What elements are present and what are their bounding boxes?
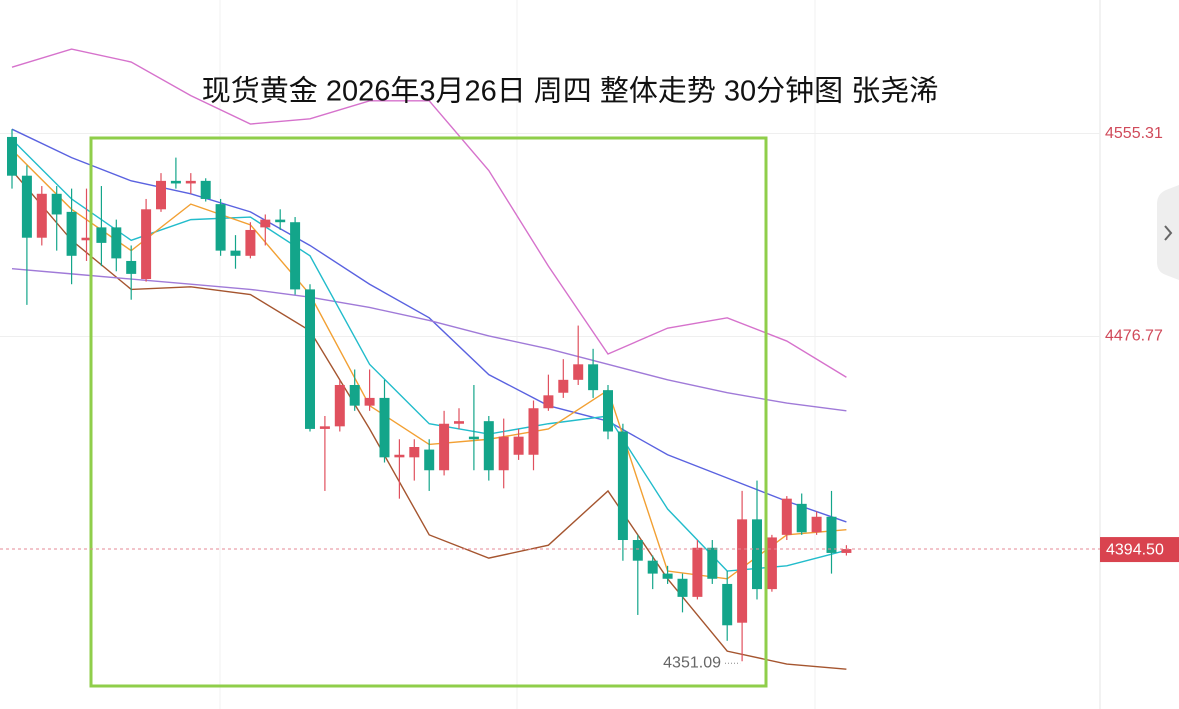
candle-body [409,447,420,458]
candle-body [558,379,569,393]
candle-body [468,436,479,440]
candle-body [290,222,301,290]
candle-body [379,397,390,458]
grid [0,133,1100,337]
y-tick-label: 4476.77 [1105,328,1163,345]
low-annotation: 4351.09 [663,654,721,671]
side-panel-toggle[interactable] [1157,185,1179,280]
candle-body [528,408,539,455]
candles [7,129,852,662]
candle-body [647,560,658,574]
candle-body [617,431,628,541]
toggle-tab[interactable] [1157,185,1179,280]
candle-body [543,395,554,409]
candle-body [513,436,524,455]
candle-body [722,583,733,626]
candle-body [260,219,271,228]
candle-body [707,547,718,579]
candle-body [841,549,852,553]
candle-body [156,180,166,210]
chart-title: 现货黄金 2026年3月26日 周四 整体走势 30分钟图 张尧浠 [202,75,938,108]
candle-body [781,498,792,535]
candle-body [424,449,435,471]
candle-body [215,204,226,251]
candle-body [737,519,748,623]
candle-body [21,175,32,238]
candle-body [275,219,286,223]
candle-body [7,136,17,176]
candle-body [826,516,837,553]
highlight-box [89,136,768,688]
candle-body [126,260,137,274]
candle-body [364,397,375,406]
indicator-line [11,128,847,523]
y-tick-label: 4555.31 [1105,125,1163,142]
last-price-tag [1100,537,1179,563]
candle-body [349,384,360,406]
candle-body [811,516,822,533]
candle-body [483,421,494,471]
candle-body [573,364,584,380]
candle-body [439,423,450,471]
last-price-label: 4394.50 [1106,541,1164,558]
candle-body [200,180,211,199]
candle-body [588,364,599,391]
candle-body [632,540,643,561]
candle-body [454,421,464,424]
indicator-line [11,149,847,580]
candle-body [245,229,256,256]
chevron-icon[interactable] [1164,225,1173,241]
indicator-line [11,139,847,572]
candle-body [796,503,807,533]
candle-body [170,180,181,184]
indicator-line [11,170,847,670]
candle-body [319,426,330,429]
candle-body [766,537,777,590]
candle-body [603,390,613,432]
candle-body [662,573,673,579]
candle-body [394,454,405,458]
indicator-line [11,268,847,412]
candle-body [498,436,509,471]
indicator-lines [11,48,847,670]
candle-body [81,237,92,241]
candle-body [111,227,122,259]
candle-body [677,578,688,597]
candle-body [185,180,196,184]
candle-body [230,250,241,256]
candle-body [692,547,703,597]
candle-body [334,384,345,427]
overlay [0,537,1179,664]
candle-body [66,211,77,256]
candle-body [141,209,152,280]
candle-body [51,193,62,215]
candle-body [96,227,107,243]
candle-body [36,193,47,238]
candle-body [752,519,762,590]
candle-body [305,289,315,429]
indicator-line [11,48,847,378]
